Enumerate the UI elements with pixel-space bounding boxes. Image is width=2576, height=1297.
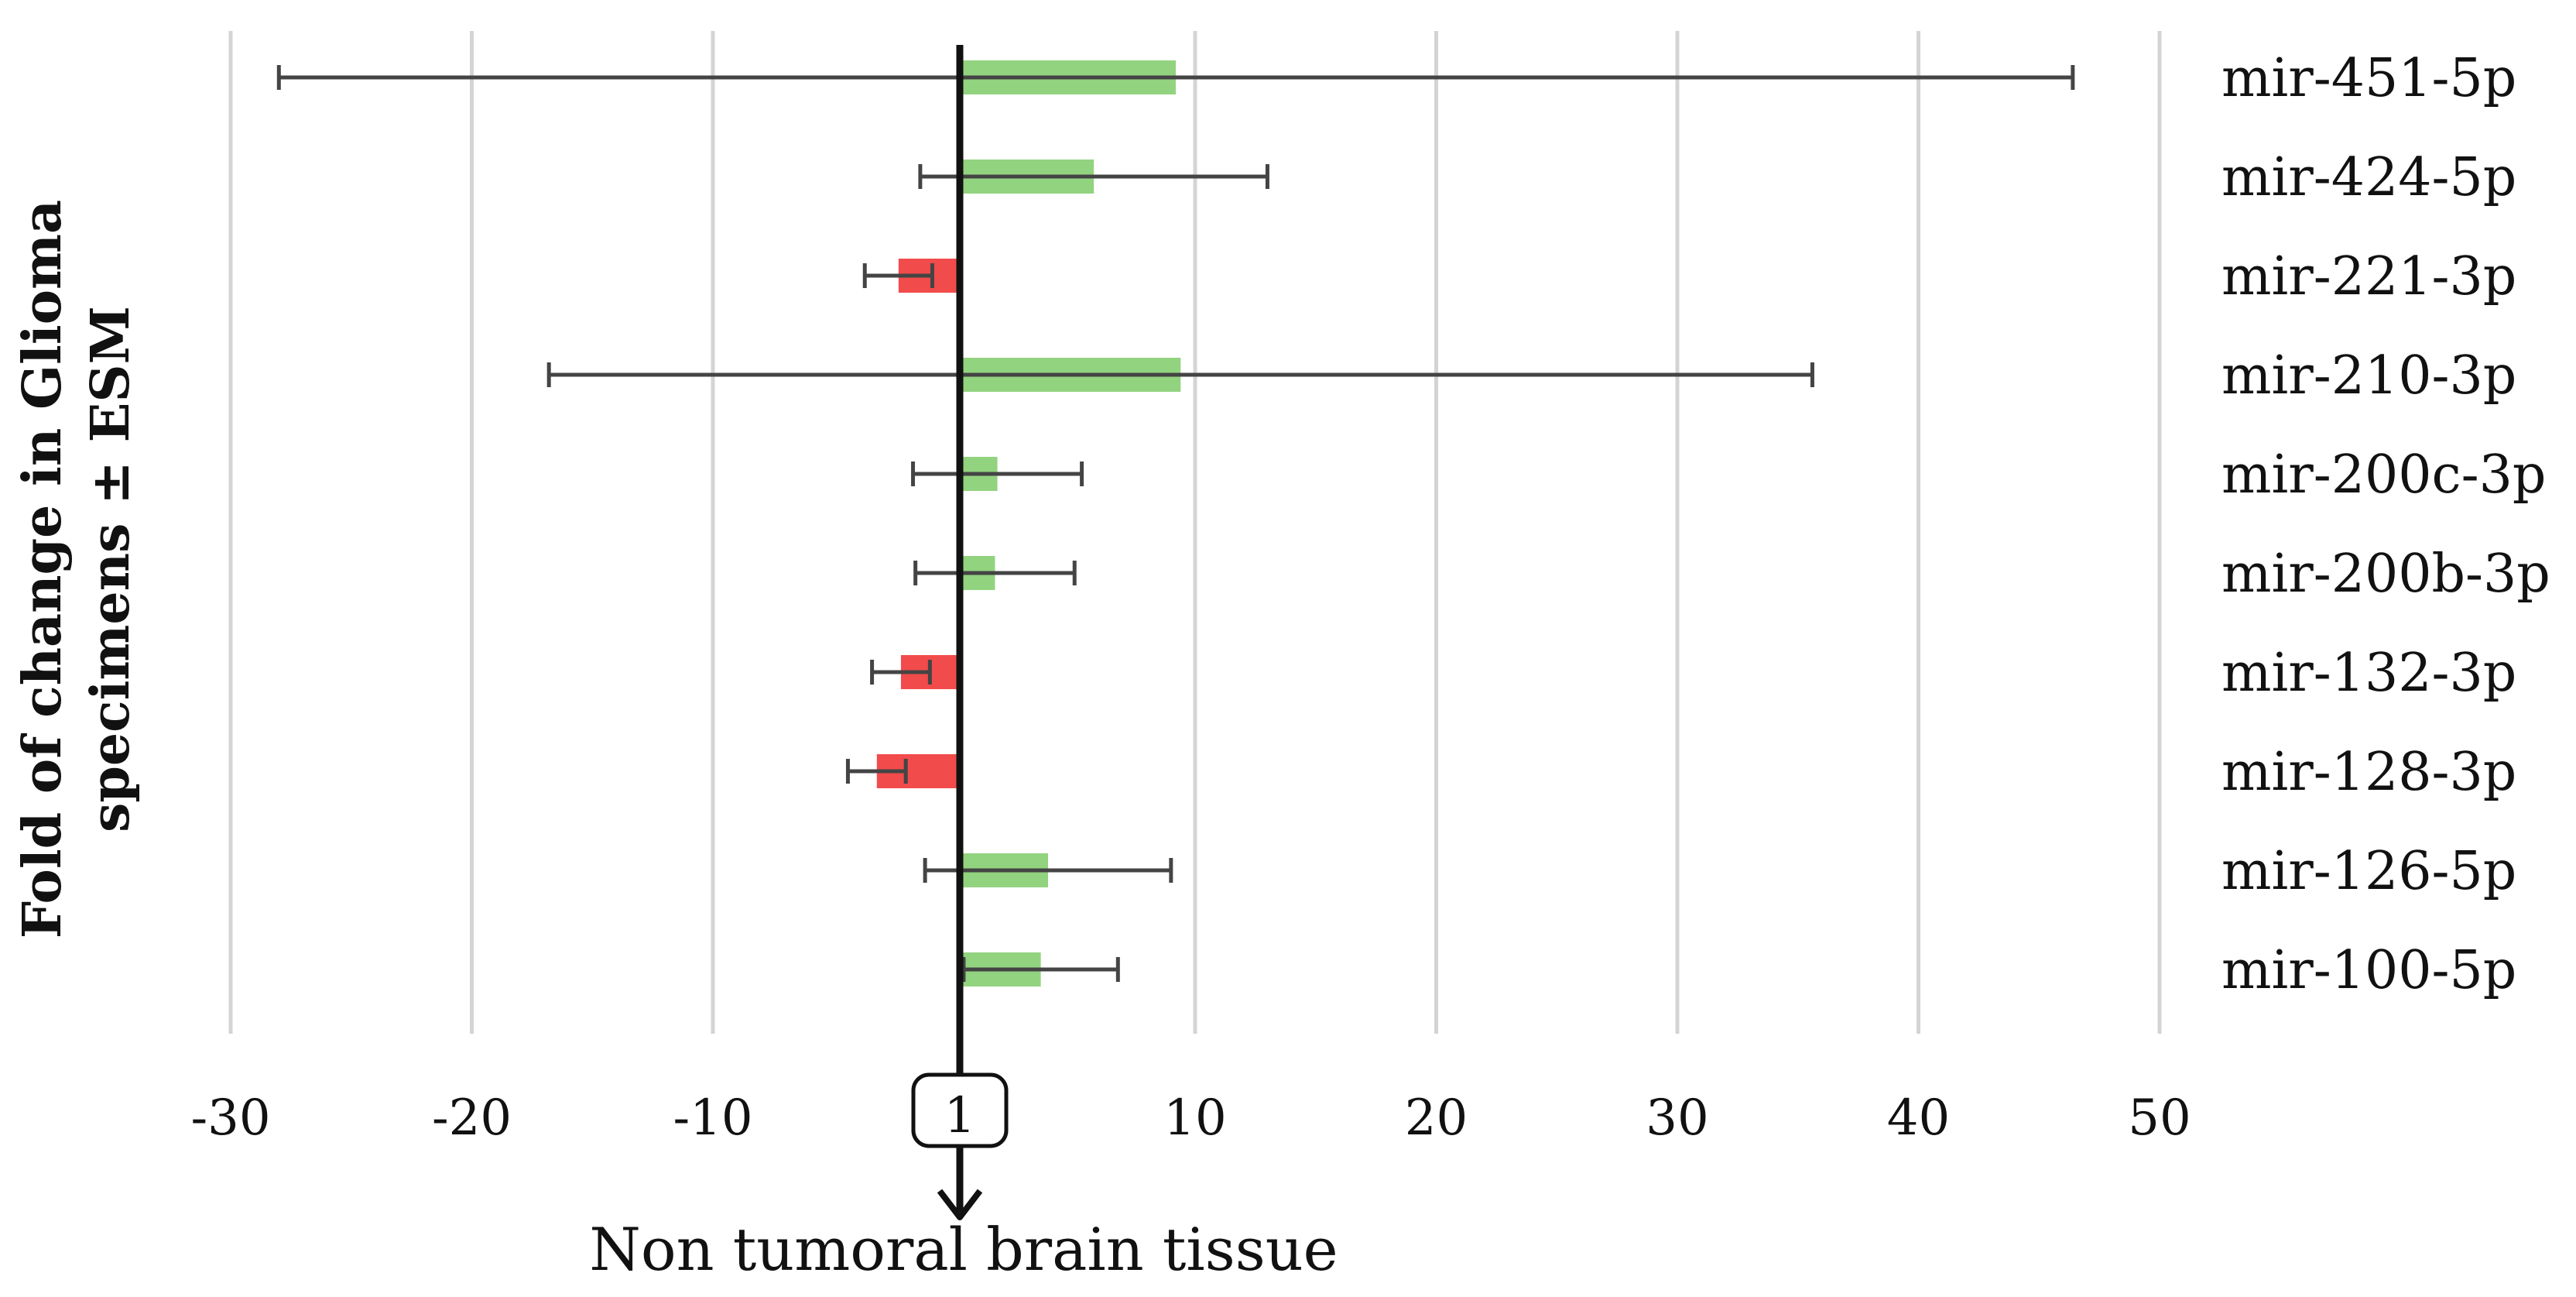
x-tick-label: -20: [432, 1089, 512, 1147]
x-tick-label: -10: [673, 1089, 752, 1147]
baseline-label-box: [911, 1072, 1009, 1148]
x-tick-label: 30: [1646, 1089, 1708, 1147]
x-tick-label: 40: [1887, 1089, 1950, 1147]
x-tick-label: 20: [1405, 1089, 1468, 1147]
arrow-down-icon: [937, 1189, 983, 1220]
category-label: mir-451-5p: [2221, 48, 2516, 109]
error-bar-layer: [276, 65, 2075, 982]
grid-layer: [228, 31, 2162, 1034]
axis-layer: [911, 45, 1009, 1220]
category-label: mir-126-5p: [2221, 841, 2516, 902]
category-label: mir-200c-3p: [2221, 444, 2546, 506]
category-label: mir-210-3p: [2221, 345, 2516, 407]
category-label: mir-221-3p: [2221, 246, 2516, 307]
y-axis-title-line: specimens ± ESM: [80, 306, 142, 832]
category-label: mir-132-3p: [2221, 643, 2516, 704]
x-tick-label: 50: [2128, 1089, 2191, 1147]
category-label: mir-128-3p: [2221, 742, 2516, 803]
y-axis-title: Fold of change in Glioma specimens ± ESM: [12, 200, 142, 938]
x-axis-title: Non tumoral brain tissue: [589, 1215, 1338, 1284]
category-label: mir-100-5p: [2221, 940, 2516, 1001]
category-label: mir-200b-3p: [2221, 544, 2550, 605]
y-axis-title-line: Fold of change in Glioma: [12, 200, 74, 938]
category-label: mir-424-5p: [2221, 147, 2516, 208]
x-tick-label: -30: [190, 1089, 270, 1147]
bar-layer: [876, 60, 1181, 986]
text-layer: -30 -20 -10 10 20 30 40 50 mir-451-5p mir-424-5p m…: [12, 48, 2550, 1284]
baseline-label: 1: [944, 1087, 976, 1144]
x-tick-label: 10: [1163, 1089, 1226, 1147]
